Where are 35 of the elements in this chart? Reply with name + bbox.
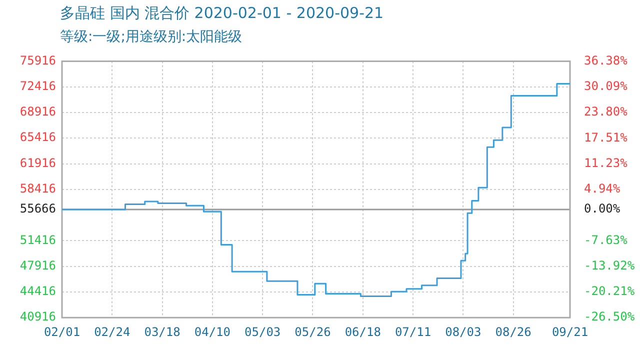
x-tick-label: 09/21 <box>552 324 588 339</box>
chart-title: 多晶硅 国内 混合价 2020-02-01 - 2020-09-21 <box>60 4 384 23</box>
x-tick-label: 02/01 <box>44 324 80 339</box>
y-tick-label: 51416 <box>20 232 56 247</box>
x-tick-label: 05/03 <box>244 324 281 339</box>
y-tick-label: 58416 <box>20 182 56 196</box>
y-tick-label: 68916 <box>20 104 56 119</box>
x-tick-label: 02/24 <box>94 324 130 339</box>
x-tick-label: 05/26 <box>294 324 331 339</box>
y2-tick-label: 0.00% <box>584 202 621 216</box>
y-tick-label: 65416 <box>20 130 56 144</box>
y-tick-label: 72416 <box>20 78 56 93</box>
x-tick-label: 07/11 <box>394 324 432 339</box>
y-tick-label: 55666 <box>20 202 56 216</box>
y2-tick-label: 23.80% <box>584 104 628 119</box>
y-tick-label: 47916 <box>20 258 56 272</box>
y2-tick-label: -7.63% <box>584 232 628 247</box>
y-tick-label: 61916 <box>20 156 56 170</box>
x-tick-label: 03/18 <box>144 324 180 339</box>
x-tick-label: 04/10 <box>194 324 230 339</box>
y2-tick-label: 30.09% <box>584 78 628 93</box>
y2-tick-label: -20.21% <box>584 284 636 298</box>
x-tick-label: 08/26 <box>495 324 532 339</box>
y2-tick-label: -26.50% <box>584 310 636 324</box>
x-tick-label: 06/18 <box>344 324 381 339</box>
y-tick-label: 75916 <box>20 53 56 68</box>
y2-tick-label: 17.51% <box>584 130 628 144</box>
y2-tick-label: 11.23% <box>584 156 628 170</box>
y-tick-label: 40916 <box>20 310 56 324</box>
y-tick-label: 44416 <box>20 284 56 298</box>
y2-tick-label: 36.38% <box>584 53 628 68</box>
x-tick-label: 08/03 <box>445 324 482 339</box>
chart-subtitle: 等级:一级;用途级别:太阳能级 <box>60 28 242 46</box>
y2-tick-label: 4.94% <box>584 182 621 196</box>
y2-tick-label: -13.92% <box>584 258 636 272</box>
